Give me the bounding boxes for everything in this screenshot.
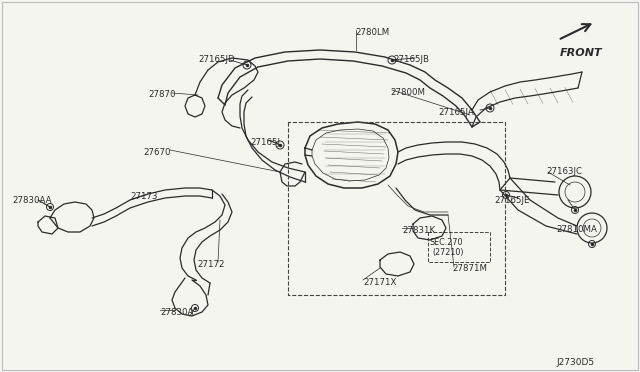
Text: 27163JC: 27163JC xyxy=(546,167,582,176)
Text: 27165JB: 27165JB xyxy=(393,55,429,64)
Text: 27172: 27172 xyxy=(197,260,225,269)
Text: 27165JD: 27165JD xyxy=(198,55,235,64)
Text: J2730D5: J2730D5 xyxy=(557,358,595,367)
Text: FRONT: FRONT xyxy=(560,48,603,58)
Text: 27870: 27870 xyxy=(148,90,175,99)
Text: 27165JE: 27165JE xyxy=(494,196,529,205)
Text: 27165JA: 27165JA xyxy=(438,108,474,117)
Text: 27871M: 27871M xyxy=(452,264,487,273)
Bar xyxy=(428,232,490,262)
Text: 27173: 27173 xyxy=(130,192,157,201)
Text: 27165J: 27165J xyxy=(250,138,280,147)
Text: (27210): (27210) xyxy=(432,248,463,257)
Text: 27171X: 27171X xyxy=(363,278,396,287)
Text: 27670: 27670 xyxy=(143,148,170,157)
Text: 27810MA: 27810MA xyxy=(556,225,597,234)
Text: SEC.270: SEC.270 xyxy=(430,238,463,247)
Text: 27831K: 27831K xyxy=(402,226,435,235)
Text: 2780LM: 2780LM xyxy=(355,28,389,37)
Text: 27800M: 27800M xyxy=(390,88,425,97)
Text: 27830AA: 27830AA xyxy=(12,196,51,205)
Text: 27830A: 27830A xyxy=(160,308,193,317)
